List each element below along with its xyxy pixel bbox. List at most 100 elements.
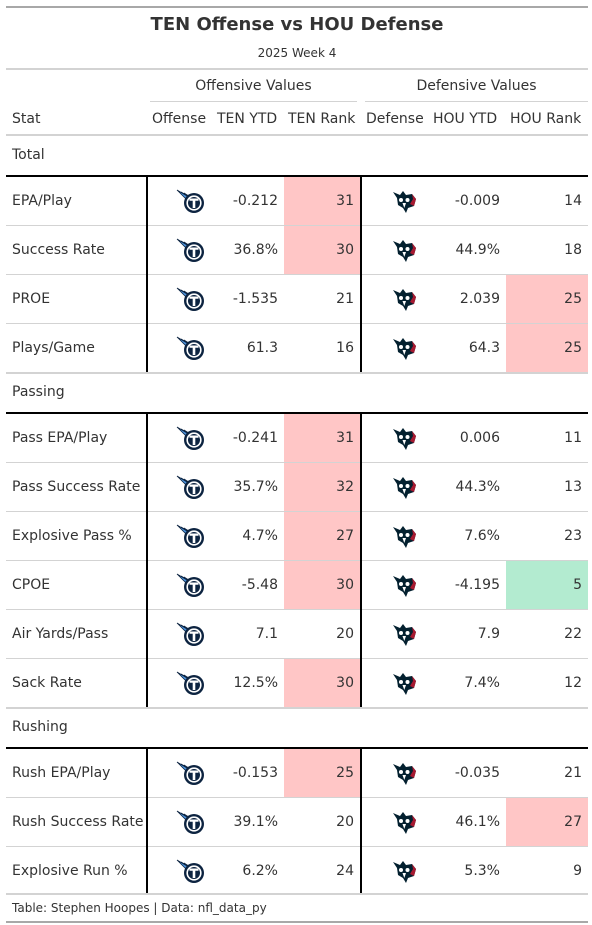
ten-rank-value: 25 [284, 749, 360, 797]
hou-rank-value: 12 [564, 675, 582, 691]
ten-ytd-value: -0.241 [232, 430, 278, 446]
texans-logo-icon [391, 284, 421, 314]
ten-ytd-value: 12.5% [233, 675, 278, 691]
texans-logo-icon [391, 570, 421, 600]
hou-ytd-value: 44.3% [455, 479, 500, 495]
defensive-values-spanner: Defensive Values [416, 78, 537, 94]
hou-ytd-value: 7.4% [464, 675, 500, 691]
hou-rank-value: 5 [506, 561, 588, 609]
table-row: Success Rate 36.8% 30 44.9% 18 [0, 226, 592, 274]
defense-column-rule [360, 412, 362, 707]
titans-logo-icon [176, 235, 206, 265]
hou-ytd-value: 44.9% [455, 242, 500, 258]
ten-rank-value: 31 [284, 177, 360, 225]
table-title: TEN Offense vs HOU Defense [150, 14, 444, 35]
texans-logo-icon [391, 758, 421, 788]
row-divider [6, 846, 588, 847]
stat-name: Sack Rate [12, 675, 82, 691]
ten-ytd-value: -5.48 [241, 577, 278, 593]
titans-logo-icon [176, 472, 206, 502]
table-subtitle: 2025 Week 4 [257, 46, 337, 60]
stat-name: Explosive Run % [12, 863, 128, 879]
ten-rank-value: 31 [284, 414, 360, 462]
group-top-rule [6, 747, 588, 749]
titans-logo-icon [176, 619, 206, 649]
group-label: Total [12, 147, 45, 163]
col-header-hou-ytd: HOU YTD [433, 111, 498, 127]
column-header-rule [6, 134, 588, 136]
hou-ytd-value: -4.195 [454, 577, 500, 593]
titans-logo-icon [176, 570, 206, 600]
table-row: Rush EPA/Play -0.153 25 -0.035 21 [0, 749, 592, 797]
row-divider [6, 797, 588, 798]
stat-name: Explosive Pass % [12, 528, 132, 544]
hou-ytd-value: 64.3 [468, 340, 500, 356]
table-row: Plays/Game 61.3 16 64.3 25 [0, 324, 592, 372]
titans-logo-icon [176, 668, 206, 698]
stat-name: Rush EPA/Play [12, 765, 111, 781]
hou-rank-value: 18 [564, 242, 582, 258]
hou-ytd-value: -0.009 [454, 193, 500, 209]
titans-logo-icon [176, 521, 206, 551]
hou-rank-value: 22 [564, 626, 582, 642]
ten-rank-value: 16 [336, 340, 354, 356]
table-row: Explosive Pass % 4.7% 27 7.6% 23 [0, 512, 592, 560]
titans-logo-icon [176, 807, 206, 837]
table-row: EPA/Play -0.212 31 -0.009 14 [0, 177, 592, 225]
ten-rank-value: 20 [336, 626, 354, 642]
hou-ytd-value: 0.006 [459, 430, 500, 446]
offense-column-rule [146, 412, 148, 707]
table-row: CPOE -5.48 30 -4.195 5 [0, 561, 592, 609]
ten-ytd-value: 61.3 [246, 340, 278, 356]
texans-logo-icon [391, 333, 421, 363]
ten-rank-value: 32 [284, 463, 360, 511]
titans-logo-icon [176, 423, 206, 453]
offensive-spanner-rule [150, 101, 357, 102]
group-label: Rushing [12, 719, 68, 735]
row-divider [6, 658, 588, 659]
offense-column-rule [146, 175, 148, 372]
table-bottom-border [6, 921, 588, 923]
table-row: PROE -1.535 21 2.039 25 [0, 275, 592, 323]
ten-rank-value: 24 [336, 863, 354, 879]
group-bottom-rule [6, 372, 588, 374]
row-divider [6, 511, 588, 512]
col-header-stat: Stat [12, 111, 41, 127]
ten-ytd-value: 4.7% [242, 528, 278, 544]
table-row: Pass EPA/Play -0.241 31 0.006 11 [0, 414, 592, 462]
titans-logo-icon [176, 333, 206, 363]
titans-logo-icon [176, 284, 206, 314]
table-row: Pass Success Rate 35.7% 32 44.3% 13 [0, 463, 592, 511]
col-header-defense: Defense [366, 111, 424, 127]
stat-name: PROE [12, 291, 51, 307]
defense-column-rule [360, 747, 362, 895]
col-header-ten-rank: TEN Rank [288, 111, 356, 127]
row-divider [6, 462, 588, 463]
row-divider [6, 609, 588, 610]
stat-name: EPA/Play [12, 193, 72, 209]
group-label: Passing [12, 384, 65, 400]
ten-rank-value: 30 [284, 226, 360, 274]
hou-rank-value: 11 [564, 430, 582, 446]
hou-rank-value: 27 [506, 798, 588, 846]
ten-ytd-value: 6.2% [242, 863, 278, 879]
texans-logo-icon [391, 472, 421, 502]
header-divider [6, 68, 588, 70]
ten-ytd-value: -0.212 [232, 193, 278, 209]
group-top-rule [6, 412, 588, 414]
hou-ytd-value: 2.039 [459, 291, 500, 307]
defensive-spanner-rule [365, 101, 588, 102]
stat-name: Pass Success Rate [12, 479, 141, 495]
source-note: Table: Stephen Hoopes | Data: nfl_data_p… [12, 901, 267, 915]
table-top-border [6, 6, 588, 8]
hou-rank-value: 25 [506, 275, 588, 323]
table-row: Air Yards/Pass 7.1 20 7.9 22 [0, 610, 592, 658]
texans-logo-icon [391, 521, 421, 551]
hou-ytd-value: -0.035 [454, 765, 500, 781]
ten-rank-value: 20 [336, 814, 354, 830]
ten-rank-value: 30 [284, 561, 360, 609]
ten-rank-value: 27 [284, 512, 360, 560]
hou-ytd-value: 46.1% [455, 814, 500, 830]
texans-logo-icon [391, 619, 421, 649]
stat-name: Air Yards/Pass [12, 626, 109, 642]
